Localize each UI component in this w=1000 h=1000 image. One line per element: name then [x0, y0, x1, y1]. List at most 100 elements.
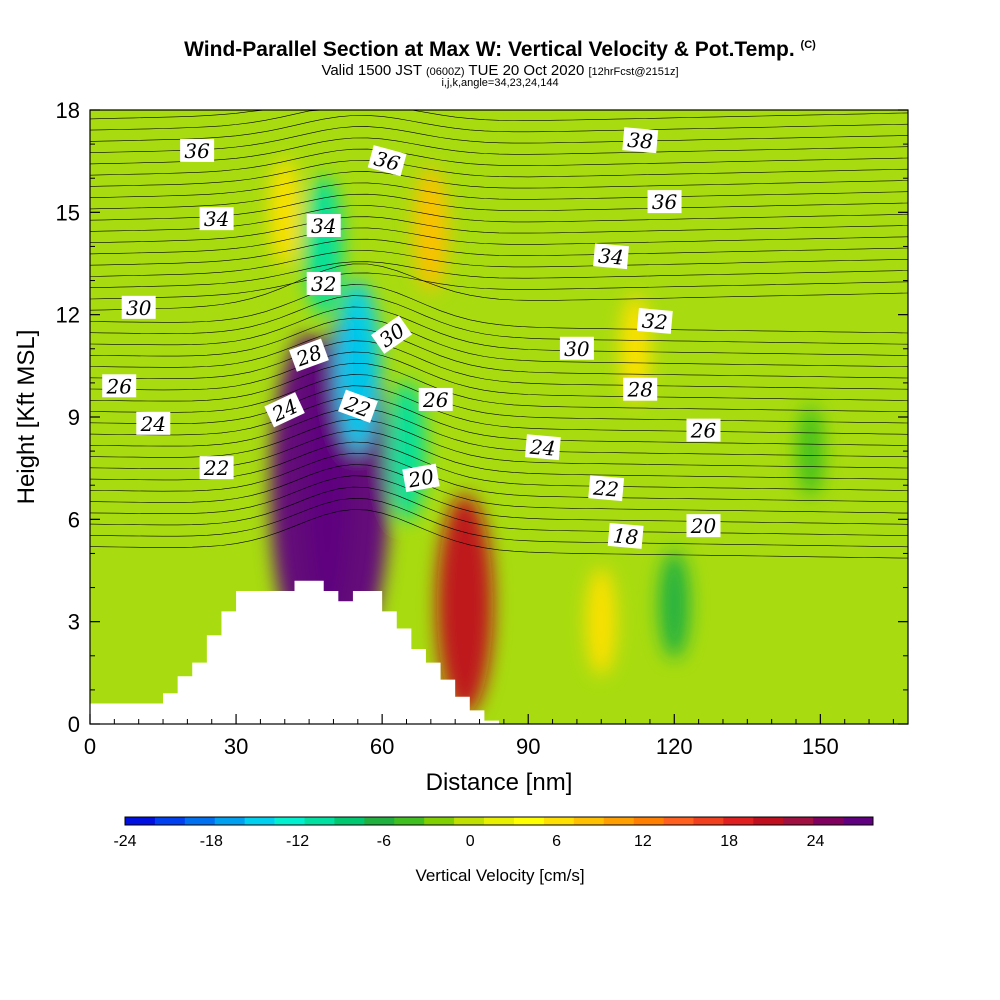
contour-label-text: 28 — [626, 378, 652, 402]
theta-contour — [90, 261, 908, 288]
colorbar-swatch — [753, 817, 784, 825]
theta-contour — [90, 306, 908, 356]
colorbar-swatch — [484, 817, 515, 825]
contour-label-text: 20 — [690, 514, 717, 538]
velocity-downdraft — [797, 405, 825, 498]
theta-contour — [90, 351, 908, 401]
contour-label-text: 26 — [690, 419, 717, 443]
contour-label: 22 — [199, 456, 234, 480]
contour-label: 30 — [121, 295, 156, 320]
velocity-background — [90, 110, 908, 724]
contour-label-box — [559, 336, 594, 360]
chart-params: i,j,k,angle=34,23,24,144 — [441, 77, 559, 89]
x-tick-label: 60 — [370, 734, 394, 759]
colorbar-swatch — [813, 817, 844, 825]
y-tick-label: 0 — [68, 712, 80, 737]
contour-label-box — [264, 392, 305, 428]
contour-label-box — [371, 315, 413, 354]
colorbar-tick-label: 18 — [720, 833, 738, 850]
contour-label-text: 36 — [184, 139, 210, 163]
contour-label: 18 — [607, 522, 644, 549]
x-tick-label: 30 — [224, 734, 248, 759]
contour-label: 32 — [306, 271, 341, 296]
theta-contour — [90, 486, 908, 536]
colorbar-swatch — [424, 817, 455, 825]
theta-contour — [90, 284, 908, 334]
forecast-info: [12hrFcst@2151z] — [588, 66, 679, 78]
theta-contour — [90, 227, 908, 255]
contour-label-text: 34 — [311, 214, 336, 238]
theta-contour — [90, 419, 908, 469]
contour-label-box — [418, 387, 453, 411]
contour-label-text: 30 — [126, 296, 152, 320]
colorbar-swatch — [603, 817, 634, 825]
y-tick-label: 3 — [68, 610, 80, 635]
contour-label-box — [289, 338, 329, 372]
contour-label-text: 30 — [564, 337, 590, 361]
contour-label-box — [402, 463, 440, 493]
contour-label-box — [199, 207, 234, 231]
contour-label-text: 22 — [591, 475, 619, 501]
contour-label-text: 34 — [204, 207, 229, 231]
contour-label-box — [593, 243, 629, 270]
theta-contour — [90, 263, 908, 311]
colorbar-swatch — [693, 817, 724, 825]
velocity-downdraft — [335, 279, 381, 452]
valid-date: TUE 20 Oct 2020 — [468, 62, 585, 79]
valid-prefix: Valid 1500 JST — [321, 62, 422, 79]
theta-contour — [90, 115, 908, 142]
theta-contour — [90, 396, 908, 446]
colorbar-swatch — [513, 817, 545, 825]
colorbar-tick-label: -18 — [200, 833, 223, 850]
contour-label: 26 — [418, 387, 453, 412]
y-tick-label: 9 — [68, 405, 80, 430]
contour-label: 26 — [102, 374, 137, 398]
colorbar: -24 -18 -12 -6 0 6 12 18 24 — [113, 816, 874, 850]
contour-label-box — [102, 374, 137, 398]
contour-label-text: 26 — [105, 374, 132, 398]
contour-label: 32 — [636, 308, 673, 335]
colorbar-swatch — [214, 817, 245, 825]
contour-label-text: 34 — [597, 244, 624, 270]
theta-contour — [90, 126, 908, 153]
y-tick-label: 12 — [56, 303, 80, 328]
colorbar-tick-label: -24 — [113, 833, 136, 850]
theta-contour — [90, 317, 908, 367]
contour-label: 34 — [593, 243, 629, 270]
contour-label-box — [647, 190, 682, 214]
colorbar-swatch — [184, 817, 216, 825]
colorbar-label: Vertical Velocity [cm/s] — [415, 866, 584, 885]
contour-label: 24 — [136, 411, 171, 436]
theta-contour — [90, 385, 908, 435]
colorbar-tick-label: 0 — [466, 833, 475, 850]
colorbar-swatch — [244, 817, 275, 825]
contour-label-box — [306, 271, 341, 295]
theta-contour — [90, 464, 908, 514]
contour-label: 36 — [647, 190, 682, 214]
theta-contour — [90, 509, 908, 559]
x-axis: 0 30 60 90 120 150 — [84, 714, 894, 759]
contour-label-box — [686, 514, 721, 538]
y-axis-label: Height [Kft MSL] — [13, 330, 40, 505]
colorbar-swatch — [543, 817, 575, 825]
velocity-updraft — [436, 494, 493, 715]
theta-contour — [90, 182, 908, 210]
contour-label: 38 — [622, 127, 659, 154]
velocity-updraft — [269, 158, 301, 267]
contour-label-text: 22 — [203, 456, 229, 480]
y-tick-label: 15 — [56, 200, 80, 225]
contour-label: 20 — [402, 463, 440, 493]
colorbar-swatch — [633, 817, 664, 825]
contour-label-box — [588, 475, 625, 502]
theta-contour — [90, 407, 908, 458]
contour-label-box — [607, 522, 644, 549]
contour-label-box — [636, 308, 673, 334]
colorbar-swatch — [783, 817, 814, 825]
chart-subtitle: Valid 1500 JST (0600Z) TUE 20 Oct 2020 [… — [0, 62, 1000, 79]
colorbar-swatch — [663, 817, 694, 825]
contour-label-box — [306, 213, 341, 237]
theta-contour — [90, 374, 908, 424]
velocity-updraft — [585, 567, 617, 676]
contour-label: 22 — [588, 475, 625, 502]
